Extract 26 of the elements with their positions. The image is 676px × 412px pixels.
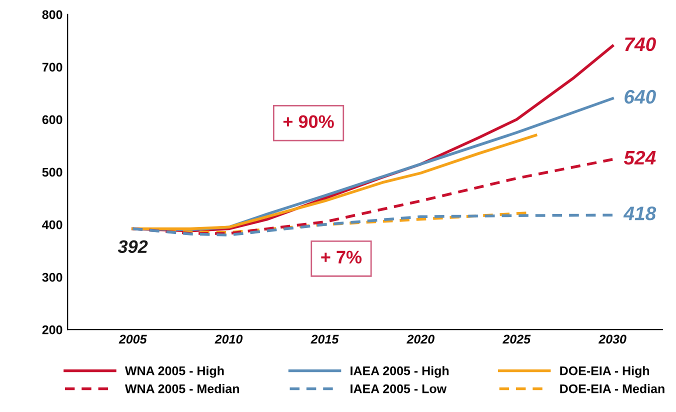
legend-label: IAEA 2005 - Low: [350, 384, 447, 394]
x-tick-label: 2020: [406, 334, 434, 344]
legend-label: IAEA 2005 - High: [350, 366, 449, 378]
x-tick-label: 2025: [502, 334, 531, 344]
annotation: + 7%: [321, 250, 362, 264]
x-tick-label: 2010: [214, 334, 243, 344]
y-tick-label: 600: [42, 115, 62, 124]
y-tick-label: 200: [42, 325, 62, 334]
data-label: 740: [625, 37, 656, 52]
y-tick-label: 800: [42, 10, 62, 20]
y-tick-label: 300: [42, 272, 62, 282]
data-label: 640: [624, 90, 656, 104]
y-tick-label: 700: [42, 62, 62, 72]
legend-label: DOE-EIA - Median: [560, 384, 664, 394]
x-tick-label: 2005: [118, 334, 147, 344]
y-tick-label: 500: [42, 168, 62, 177]
y-tick-label: 400: [42, 220, 62, 230]
legend-label: WNA 2005 - High: [124, 366, 224, 378]
data-label: 418: [623, 206, 656, 220]
data-label: 392: [118, 240, 148, 254]
x-tick-label: 2030: [598, 334, 626, 344]
legend-label: DOE-EIA - High: [560, 366, 650, 378]
legend-label: WNA 2005 - Median: [124, 384, 240, 394]
data-label: 524: [624, 150, 656, 165]
x-tick-label: 2015: [310, 334, 339, 344]
annotation: + 90%: [283, 115, 334, 128]
